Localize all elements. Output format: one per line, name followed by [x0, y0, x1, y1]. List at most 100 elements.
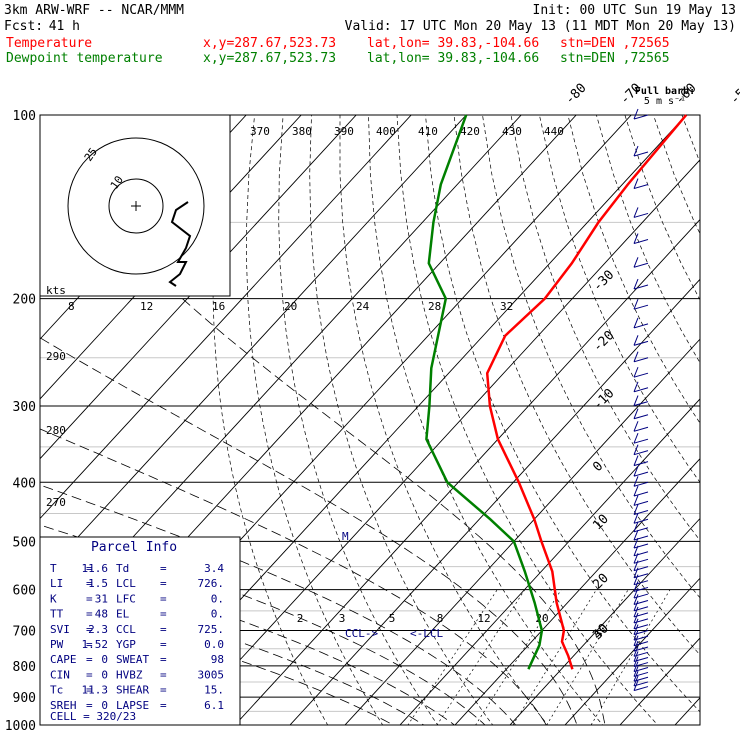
parcel-key: EL [116, 608, 130, 621]
wind-barb-shaft [633, 357, 649, 363]
mixing-ratio-label: 3 [339, 612, 346, 625]
pressure-tick-label: 900 [13, 691, 36, 706]
wind-barb-flag [633, 629, 639, 641]
wind-barb-shaft [633, 340, 649, 346]
parcel-key: T [50, 562, 57, 575]
wind-barb-flag [633, 278, 639, 290]
parcel-eq: = [160, 699, 167, 712]
parcel-value: 726. [198, 577, 225, 590]
wind-barb-shaft [633, 387, 649, 393]
parcel-value: 0 [101, 699, 108, 712]
mixing-ratio-label: 5 [389, 612, 396, 625]
wind-barb-shaft [633, 558, 649, 564]
parcel-key: CAPE [50, 653, 77, 666]
isotherm-label: -80 [562, 81, 589, 108]
isotherm-label: -70 [617, 81, 644, 108]
wind-barb-flag [633, 257, 639, 268]
wind-barb-shaft [633, 573, 649, 579]
parcel-eq: = [160, 638, 167, 651]
wind-barb-shaft [633, 414, 649, 420]
dry-adiabat-line [710, 115, 740, 738]
wind-barbs [633, 108, 649, 692]
wind-barb-flag [633, 207, 639, 218]
dry-adiabat-line [246, 115, 384, 725]
parcel-key: LAPSE [116, 699, 149, 712]
wind-barb-flag [633, 612, 639, 624]
wind-barb-shaft [633, 461, 649, 467]
fcst-label: Fcst: [4, 19, 43, 34]
barb-legend-title: Full barb: [635, 86, 695, 97]
parcel-key: Tc [50, 684, 63, 697]
isotherm-line [40, 115, 467, 579]
moist-adiabat-line [40, 428, 547, 725]
dry-adiabat-line [368, 115, 604, 725]
parcel-value: 2.3 [88, 623, 108, 636]
dry-adiabat-line [567, 115, 700, 424]
isotherm-line [399, 398, 700, 725]
dry-adiabat-line [212, 115, 329, 725]
isotherm-line [234, 218, 700, 725]
wind-barb-flag [633, 671, 639, 682]
wind-barb-shaft [633, 323, 649, 329]
pressure-tick-label: 1000 [5, 719, 36, 734]
pressure-tick-label: 800 [13, 660, 36, 675]
mixing-ratio-label: 8 [437, 612, 444, 625]
isotherm-line [454, 458, 700, 725]
isotherm-line [509, 517, 700, 725]
dewpoint-legend: Dewpoint temperature [6, 51, 163, 66]
wind-barb-shaft [633, 600, 649, 605]
isotherm-line [40, 115, 412, 520]
parcel-eq: = [160, 668, 167, 681]
wind-barb-shaft [633, 580, 649, 586]
mixing-ratio-line [590, 589, 671, 725]
wind-barb-flag [633, 455, 639, 466]
wind-barb-flag [633, 581, 639, 592]
wind-barb-shaft [633, 593, 649, 599]
wind-barb-flag [633, 485, 639, 497]
wind-barb-flag [633, 594, 639, 605]
wind-barb-shaft [633, 471, 649, 477]
wind-barb-shaft [633, 510, 649, 515]
parcel-eq: = [86, 684, 93, 697]
temperature-station: stn=DEN ,72565 [560, 36, 670, 51]
parcel-eq: = [86, 623, 93, 636]
hodograph-units-label: kts [46, 284, 66, 297]
dry-adiabat-line [482, 115, 700, 599]
parcel-key: SVI [50, 623, 70, 636]
parcel-value: 1.5 [88, 577, 108, 590]
wind-barb-flag [633, 444, 639, 455]
hodograph-trace [168, 201, 192, 287]
wind-barb-flag [633, 618, 639, 629]
wind-barb-flag [633, 381, 639, 392]
dewpoint-latlon: lat,lon= 39.83,-104.66 [367, 51, 539, 66]
parcel-key: LI [50, 577, 63, 590]
wind-barb-flag [633, 395, 639, 406]
parcel-eq: = [160, 592, 167, 605]
mixing-ratio-line [512, 589, 597, 725]
hodo-speed-label: 28 [428, 300, 441, 313]
pressure-tick-label: 300 [13, 400, 36, 415]
wind-barb-shaft [633, 543, 649, 549]
parcel-key: SWEAT [116, 653, 149, 666]
theta-label-top: 380 [292, 125, 312, 138]
parcel-key: Td [116, 562, 129, 575]
parcel-eq: = [160, 653, 167, 666]
parcel-eq: = [160, 623, 167, 636]
parcel-value: 48 [95, 608, 108, 621]
pressure-tick-label: 200 [13, 293, 36, 308]
wind-barb-shaft [633, 500, 649, 506]
parcel-key: K [50, 592, 57, 605]
wind-barb-shaft [633, 686, 649, 692]
theta-label-top: 390 [334, 125, 354, 138]
hodo-speed-label: 32 [500, 300, 513, 313]
parcel-key: CIN [50, 668, 70, 681]
wind-barb-flag [633, 433, 639, 444]
parcel-key: YGP [116, 638, 136, 651]
annotation-ccl: CCL-> [345, 627, 378, 640]
wind-barb-flag [633, 651, 639, 662]
parcel-cell: CELL = 320/23 [50, 710, 136, 723]
parcel-eq: = [160, 577, 167, 590]
dry-adiabat-line [425, 115, 700, 713]
wind-barb-flag [633, 504, 639, 515]
